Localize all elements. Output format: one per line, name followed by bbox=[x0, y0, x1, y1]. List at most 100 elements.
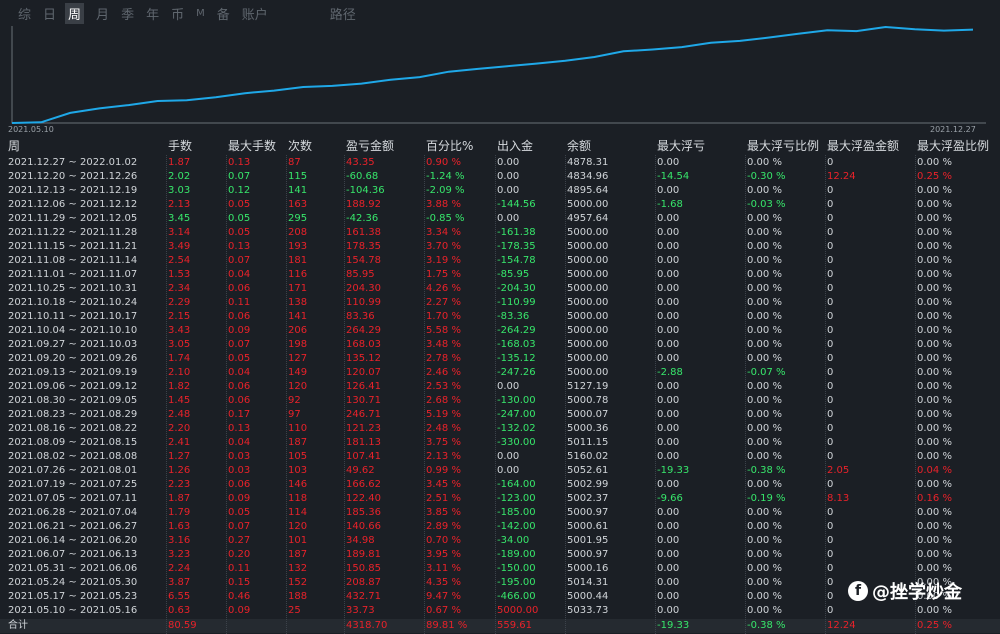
table-row[interactable]: 2021.08.16 ~ 2021.08.22 2.20 0.13 110 121.23… bbox=[0, 422, 1000, 436]
table-row[interactable]: 2021.06.28 ~ 2021.07.04 1.79 0.05 114 185.36… bbox=[0, 506, 1000, 520]
table-cell: 3.23 bbox=[168, 549, 191, 560]
table-row[interactable]: 2021.11.22 ~ 2021.11.28 3.14 0.05 208 161.38… bbox=[0, 226, 1000, 240]
table-row[interactable]: 2021.05.17 ~ 2021.05.23 6.55 0.46 188 432.71… bbox=[0, 590, 1000, 604]
table-row[interactable]: 2021.08.09 ~ 2021.08.15 2.41 0.04 187 181.13… bbox=[0, 436, 1000, 450]
table-row[interactable]: 2021.12.20 ~ 2021.12.26 2.02 0.07 115 -60.68… bbox=[0, 170, 1000, 184]
table-row[interactable]: 2021.05.31 ~ 2021.06.06 2.24 0.11 132 150.85… bbox=[0, 562, 1000, 576]
table-row[interactable]: 2021.07.26 ~ 2021.08.01 1.26 0.03 103 49.62 0… bbox=[0, 464, 1000, 478]
table-cell: 0.00 % bbox=[747, 395, 782, 406]
table-row[interactable]: 2021.05.10 ~ 2021.05.16 0.63 0.09 25 33.73 0.… bbox=[0, 604, 1000, 618]
table-row[interactable]: 2021.09.20 ~ 2021.09.26 1.74 0.05 127 135.12… bbox=[0, 352, 1000, 366]
table-cell: 5002.99 bbox=[567, 479, 609, 490]
table-row[interactable]: 2021.05.24 ~ 2021.05.30 3.87 0.15 152 208.87… bbox=[0, 576, 1000, 590]
table-cell: 0 bbox=[827, 185, 834, 196]
table-row[interactable]: 2021.06.14 ~ 2021.06.20 3.16 0.27 101 34.98 0… bbox=[0, 534, 1000, 548]
table-cell: 5000.78 bbox=[567, 395, 609, 406]
table-row[interactable]: 2021.09.06 ~ 2021.09.12 1.82 0.06 120 126.41… bbox=[0, 380, 1000, 394]
tab-5[interactable]: 年 bbox=[146, 7, 160, 23]
table-row[interactable]: 2021.08.30 ~ 2021.09.05 1.45 0.06 92 130.71 2… bbox=[0, 394, 1000, 408]
tab-6[interactable]: 币 bbox=[171, 7, 185, 23]
table-cell: -185.00 bbox=[497, 507, 536, 518]
table-row[interactable]: 2021.12.27 ~ 2022.01.02 1.87 0.13 87 43.35 0.… bbox=[0, 156, 1000, 170]
table-row[interactable]: 2021.11.08 ~ 2021.11.14 2.54 0.07 181 154.78… bbox=[0, 254, 1000, 268]
table-cell: 0.09 bbox=[228, 605, 251, 616]
column-header[interactable]: 最大浮亏 bbox=[657, 139, 706, 153]
table-cell: 5000.00 bbox=[567, 255, 609, 266]
table-cell: 0.09 bbox=[228, 493, 251, 504]
table-row[interactable]: 2021.09.27 ~ 2021.10.03 3.05 0.07 198 168.03… bbox=[0, 338, 1000, 352]
tab-9[interactable]: 账户 bbox=[241, 7, 268, 23]
column-header[interactable]: 最大浮盈比例 bbox=[917, 139, 990, 153]
table-cell: 0.90 % bbox=[426, 157, 461, 168]
total-cell: 4318.70 bbox=[346, 620, 388, 631]
table-cell: 3.43 bbox=[168, 325, 191, 336]
table-cell: 0 bbox=[827, 157, 834, 168]
column-header[interactable]: 最大浮亏比例 bbox=[747, 139, 820, 153]
table-row[interactable]: 2021.08.23 ~ 2021.08.29 2.48 0.17 97 246.71 5… bbox=[0, 408, 1000, 422]
table-row[interactable]: 2021.12.13 ~ 2021.12.19 3.03 0.12 141 -104.3… bbox=[0, 184, 1000, 198]
column-header[interactable]: 盈亏金额 bbox=[346, 139, 395, 153]
table-cell: 0.06 bbox=[228, 381, 251, 392]
tab-2[interactable]: 周 bbox=[65, 2, 85, 24]
table-cell: -2.09 % bbox=[426, 185, 465, 196]
table-row[interactable]: 2021.12.06 ~ 2021.12.12 2.13 0.05 163 188.92… bbox=[0, 198, 1000, 212]
table-cell: 2.24 bbox=[168, 563, 191, 574]
table-row[interactable]: 2021.08.02 ~ 2021.08.08 1.27 0.03 105 107.41… bbox=[0, 450, 1000, 464]
table-cell: -161.38 bbox=[497, 227, 536, 238]
table-cell: 149 bbox=[288, 367, 308, 378]
tab-0[interactable]: 综 bbox=[18, 7, 32, 23]
table-cell: 120 bbox=[288, 521, 308, 532]
table-row[interactable]: 2021.06.21 ~ 2021.06.27 1.63 0.07 120 140.66… bbox=[0, 520, 1000, 534]
table-cell: 5000.00 bbox=[497, 605, 539, 616]
tab-7[interactable]: M bbox=[196, 7, 205, 19]
table-row[interactable]: 2021.10.11 ~ 2021.10.17 2.15 0.06 141 83.36 1… bbox=[0, 310, 1000, 324]
table-row[interactable]: 2021.11.29 ~ 2021.12.05 3.45 0.05 295 -42.36… bbox=[0, 212, 1000, 226]
tab-10[interactable]: 路径 bbox=[329, 7, 356, 23]
column-header[interactable]: 出入金 bbox=[497, 139, 534, 153]
column-header[interactable]: 手数 bbox=[168, 139, 193, 153]
table-row[interactable]: 2021.07.19 ~ 2021.07.25 2.23 0.06 146 166.62… bbox=[0, 478, 1000, 492]
total-cell: 12.24 bbox=[827, 620, 856, 631]
column-header[interactable]: 最大手数 bbox=[228, 139, 277, 153]
period-tab-bar: 综日周月季年币 M 备账户 路径 bbox=[0, 0, 1000, 26]
tab-8[interactable]: 备 bbox=[216, 7, 230, 23]
table-row[interactable]: 2021.09.13 ~ 2021.09.19 2.10 0.04 149 120.07… bbox=[0, 366, 1000, 380]
tab-3[interactable]: 月 bbox=[96, 7, 110, 23]
table-cell: 0.00 bbox=[657, 521, 680, 532]
table-cell: 2021.10.04 ~ 2021.10.10 bbox=[8, 325, 138, 336]
table-cell: 0 bbox=[827, 297, 834, 308]
column-header[interactable]: 百分比% bbox=[426, 139, 474, 153]
balance-curve-chart: 2021.05.10 2021.12.27 bbox=[8, 26, 986, 138]
column-header[interactable]: 最大浮盈金额 bbox=[827, 139, 900, 153]
table-row[interactable]: 2021.10.25 ~ 2021.10.31 2.34 0.06 171 204.30… bbox=[0, 282, 1000, 296]
table-cell: 0 bbox=[827, 451, 834, 462]
table-row[interactable]: 2021.10.04 ~ 2021.10.10 3.43 0.09 206 264.29… bbox=[0, 324, 1000, 338]
table-row[interactable]: 2021.07.05 ~ 2021.07.11 1.87 0.09 118 122.40… bbox=[0, 492, 1000, 506]
table-row[interactable]: 2021.11.01 ~ 2021.11.07 1.53 0.04 116 85.95 1… bbox=[0, 268, 1000, 282]
table-row[interactable]: 2021.11.15 ~ 2021.11.21 3.49 0.13 193 178.35… bbox=[0, 240, 1000, 254]
table-cell: 2021.08.23 ~ 2021.08.29 bbox=[8, 409, 138, 420]
table-cell: 0.00 % bbox=[917, 255, 952, 266]
table-cell: 0.07 bbox=[228, 339, 251, 350]
column-header[interactable]: 周 bbox=[8, 139, 21, 153]
table-row[interactable]: 2021.06.07 ~ 2021.06.13 3.23 0.20 187 189.81… bbox=[0, 548, 1000, 562]
table-cell: 0.00 bbox=[657, 227, 680, 238]
table-cell: 0.46 bbox=[228, 591, 251, 602]
table-cell: 0.00 % bbox=[917, 395, 952, 406]
tab-1[interactable]: 日 bbox=[43, 7, 57, 23]
table-cell: 181.13 bbox=[346, 437, 381, 448]
table-cell: 0.00 bbox=[657, 325, 680, 336]
table-cell: 8.13 bbox=[827, 493, 850, 504]
table-cell: 2021.09.27 ~ 2021.10.03 bbox=[8, 339, 138, 350]
table-cell: 2021.09.06 ~ 2021.09.12 bbox=[8, 381, 138, 392]
table-cell: -34.00 bbox=[497, 535, 530, 546]
table-cell: 0.00 % bbox=[747, 185, 782, 196]
table-cell: 4957.64 bbox=[567, 213, 609, 224]
table-row[interactable]: 2021.10.18 ~ 2021.10.24 2.29 0.11 138 110.99… bbox=[0, 296, 1000, 310]
table-cell: -150.00 bbox=[497, 563, 536, 574]
column-header[interactable]: 次数 bbox=[288, 139, 313, 153]
tab-4[interactable]: 季 bbox=[121, 7, 135, 23]
table-cell: -123.00 bbox=[497, 493, 536, 504]
column-header[interactable]: 余额 bbox=[567, 139, 592, 153]
table-cell: 0.00 % bbox=[747, 297, 782, 308]
